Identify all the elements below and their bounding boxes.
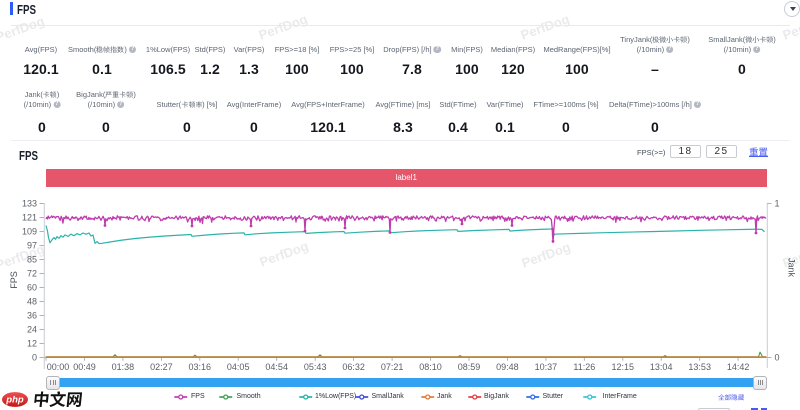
svg-text:36: 36: [27, 311, 37, 321]
svg-text:133: 133: [22, 199, 37, 209]
svg-text:1: 1: [775, 199, 780, 209]
svg-text:08:10: 08:10: [419, 362, 442, 372]
svg-text:04:54: 04:54: [265, 362, 288, 372]
svg-text:13:53: 13:53: [688, 362, 711, 372]
svg-text:01:38: 01:38: [112, 362, 135, 372]
svg-text:97: 97: [27, 241, 37, 251]
svg-text:13:04: 13:04: [650, 362, 673, 372]
svg-text:14:42: 14:42: [727, 362, 750, 372]
svg-text:06:32: 06:32: [342, 362, 365, 372]
svg-text:10:37: 10:37: [535, 362, 558, 372]
svg-text:11:26: 11:26: [573, 362, 595, 372]
svg-text:60: 60: [27, 283, 37, 293]
svg-text:121: 121: [22, 213, 37, 223]
svg-text:72: 72: [27, 269, 37, 279]
svg-text:05:43: 05:43: [304, 362, 327, 372]
svg-text:48: 48: [27, 297, 37, 307]
svg-text:00:00: 00:00: [47, 362, 70, 372]
svg-text:php: php: [5, 394, 24, 405]
svg-text:02:27: 02:27: [150, 362, 173, 372]
svg-text:24: 24: [27, 325, 37, 335]
svg-text:12:15: 12:15: [612, 362, 635, 372]
svg-text:0: 0: [32, 353, 37, 363]
svg-text:0: 0: [775, 353, 780, 363]
svg-text:00:49: 00:49: [73, 362, 96, 372]
svg-text:09:48: 09:48: [496, 362, 519, 372]
svg-text:Jank: Jank: [787, 258, 797, 278]
svg-text:08:59: 08:59: [458, 362, 481, 372]
svg-text:04:05: 04:05: [227, 362, 250, 372]
svg-text:85: 85: [27, 255, 37, 265]
svg-text:FPS: FPS: [9, 271, 19, 289]
svg-text:109: 109: [22, 227, 37, 237]
svg-text:07:21: 07:21: [381, 362, 404, 372]
svg-text:12: 12: [27, 339, 37, 349]
svg-text:03:16: 03:16: [189, 362, 212, 372]
